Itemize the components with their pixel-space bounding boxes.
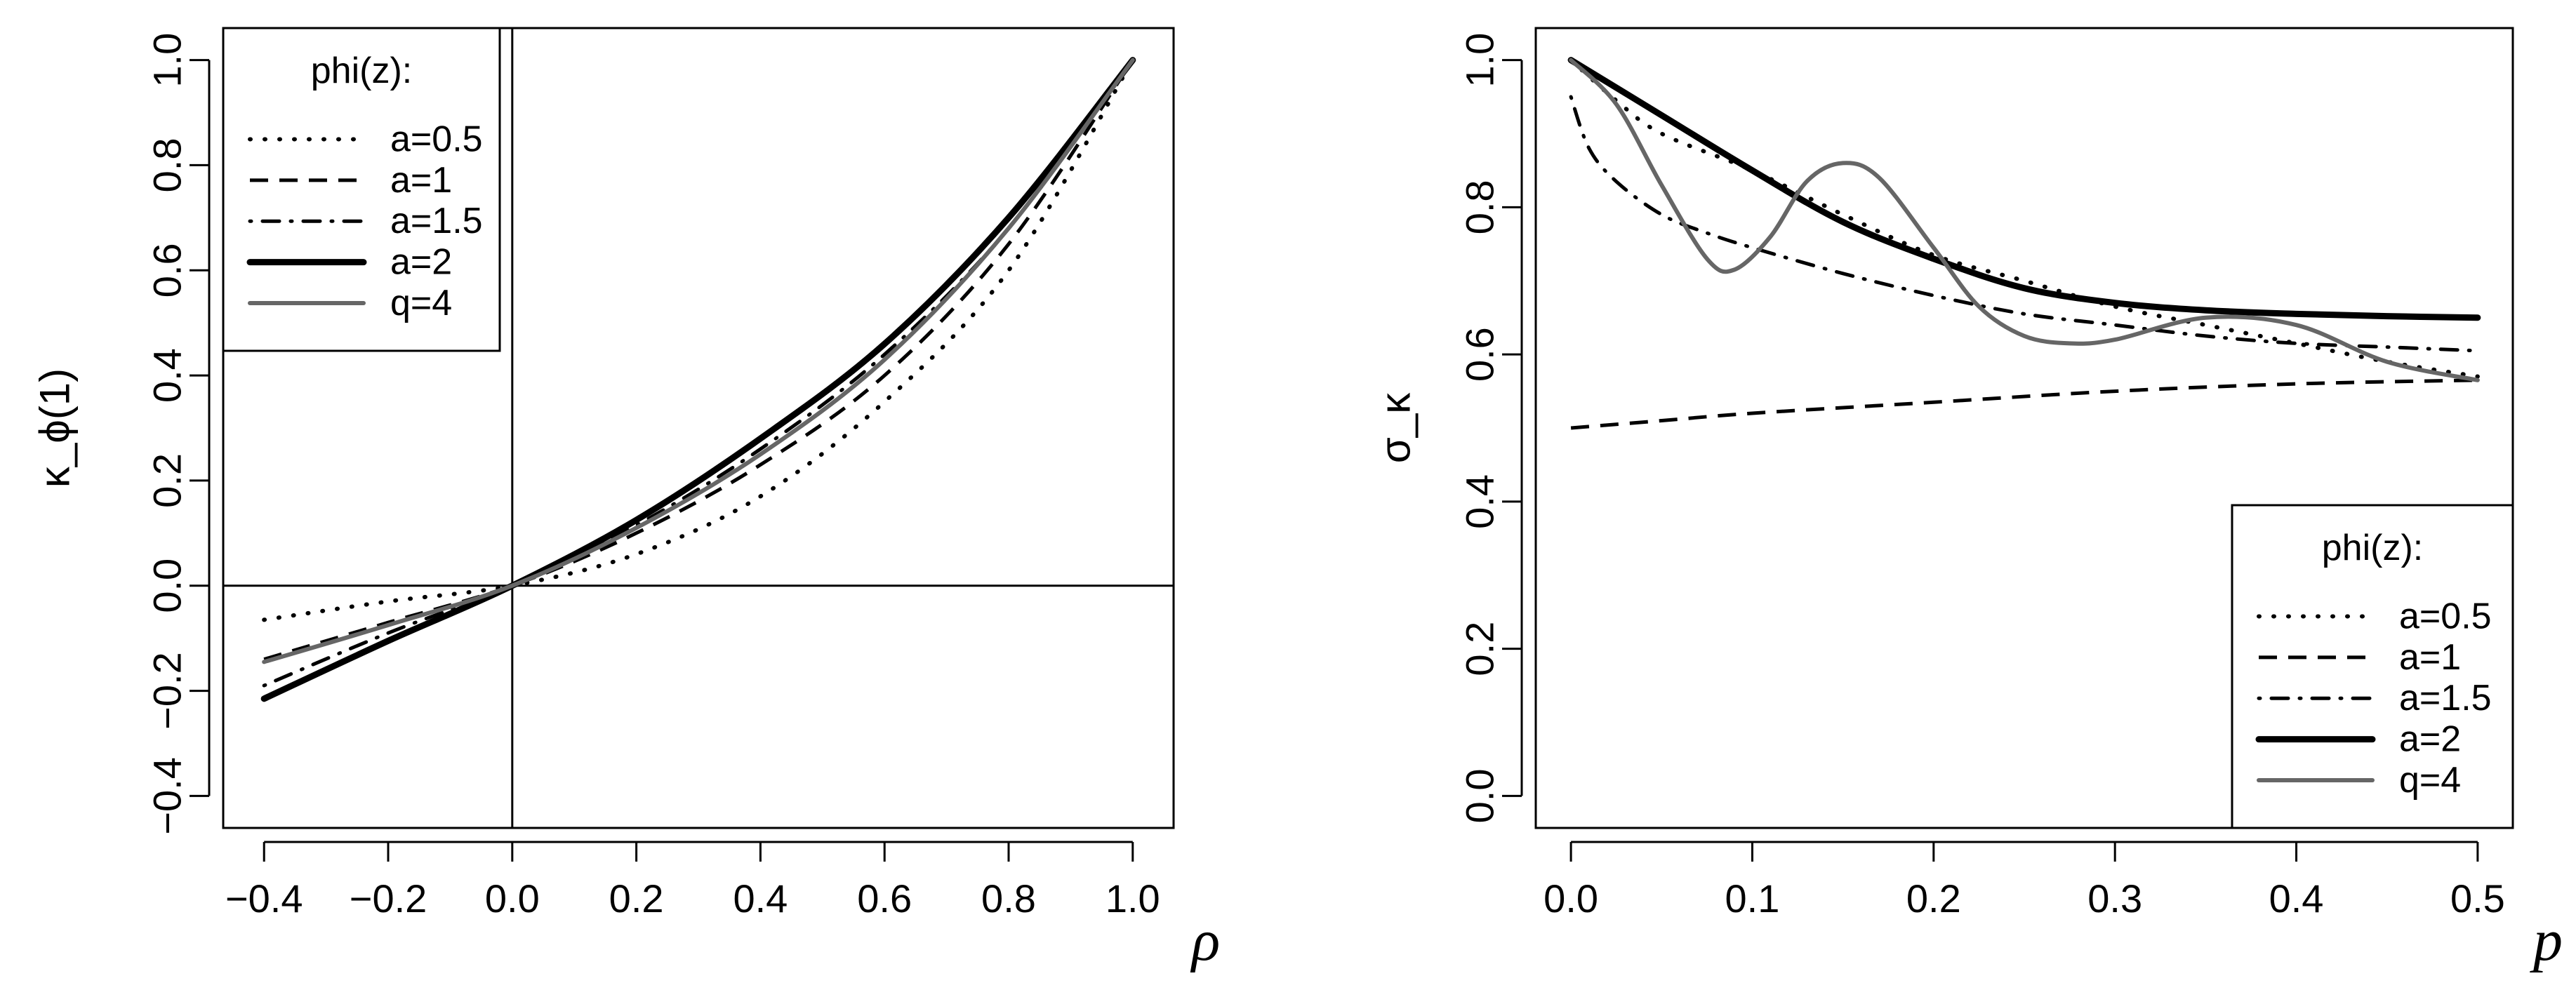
legend-box [222,27,501,352]
y-tick-label: 0.2 [1458,622,1502,676]
legend-entry-label: a=0.5 [2399,596,2492,636]
y-tick-label: 1.0 [1458,33,1502,88]
y-tick-label: 0.8 [1458,180,1502,234]
x-axis: −0.4 −0.2 0.0 0.2 0.4 0.6 0.8 1.0 [225,841,1160,921]
y-tick-label: −0.2 [145,652,190,730]
legend-entry-label: q=4 [2399,760,2461,801]
y-axis: 0.0 0.2 0.4 0.6 0.8 1.0 [1458,33,1523,823]
series-line-a-1 [263,59,1134,661]
legend-entry-label: q=4 [390,283,452,323]
y-tick-label: 0.6 [1458,327,1502,382]
y-tick-label: 0.8 [145,138,190,192]
x-axis-label: ρ [1190,908,1220,973]
series-line-a-1 [1570,378,2478,430]
y-tick-label: 1.0 [145,33,190,88]
y-tick-label: 0.0 [1458,768,1502,823]
x-tick-label: 0.5 [2450,876,2505,921]
y-axis: −0.4 −0.2 0.0 0.2 0.4 0.6 0.8 1.0 [145,33,211,835]
x-tick-label: 0.0 [485,876,540,921]
series-line-a-2 [260,57,1136,702]
legend-entry-label: a=1 [2399,637,2461,678]
legend-entry-label: a=1 [390,160,452,201]
y-tick-label: −0.4 [145,757,190,835]
x-tick-label: 0.2 [609,876,664,921]
legend: phi(z): a=0.5a=1a=1.5a=2q=4 [2231,504,2514,829]
legend-entry-label: a=1.5 [2399,678,2492,718]
legend: phi(z): a=0.5a=1a=1.5a=2q=4 [222,27,501,352]
y-axis-label: κ_ϕ(1) [32,368,79,488]
x-tick-label: −0.2 [350,876,427,921]
x-tick-label: −0.4 [225,876,303,921]
y-axis-label: σ_κ [1372,392,1419,463]
series-line-a-2 [1567,57,2481,321]
x-tick-label: 0.4 [733,876,788,921]
plot-frame [222,27,1175,829]
series-line-q-4 [1569,58,2480,382]
series-line-a-1-5 [1569,95,2480,353]
y-tick-label: 0.4 [145,348,190,403]
plot-frame [1534,27,2514,829]
series-line-a-0-5 [262,58,1135,622]
panel-2: 0.0 0.1 0.2 0.3 0.4 0.5 0.0 0.2 0.4 0.6 0.8 1.0 p σ_κ… [1372,27,2563,973]
legend-entry-label: a=2 [390,242,452,283]
series-line-q-4 [262,58,1135,664]
x-tick-label: 0.2 [1906,876,1961,921]
y-tick-label: 0.0 [145,559,190,613]
series-line-a-0-5 [1569,58,2480,379]
y-tick-label: 0.2 [145,453,190,508]
legend-entry-label: a=1.5 [390,201,483,241]
x-tick-label: 0.3 [2087,876,2142,921]
panel-1: −0.4 −0.2 0.0 0.2 0.4 0.6 0.8 1.0 −0.4 −0.2 0.0 0.2… [32,27,1220,973]
x-tick-label: 0.6 [857,876,912,921]
legend-title: phi(z): [2322,528,2423,568]
legend-title: phi(z): [311,51,412,91]
x-tick-label: 0.1 [1725,876,1780,921]
x-axis-label: p [2530,908,2563,973]
legend-entry-label: a=0.5 [390,119,483,159]
y-tick-label: 0.4 [1458,474,1502,529]
x-tick-label: 0.4 [2269,876,2324,921]
x-axis: 0.0 0.1 0.2 0.3 0.4 0.5 [1543,841,2505,921]
x-tick-label: 1.0 [1106,876,1160,921]
x-tick-label: 0.8 [981,876,1036,921]
x-tick-label: 0.0 [1543,876,1598,921]
legend-box [2231,504,2514,829]
legend-entry-label: a=2 [2399,719,2461,760]
y-tick-label: 0.6 [145,243,190,297]
